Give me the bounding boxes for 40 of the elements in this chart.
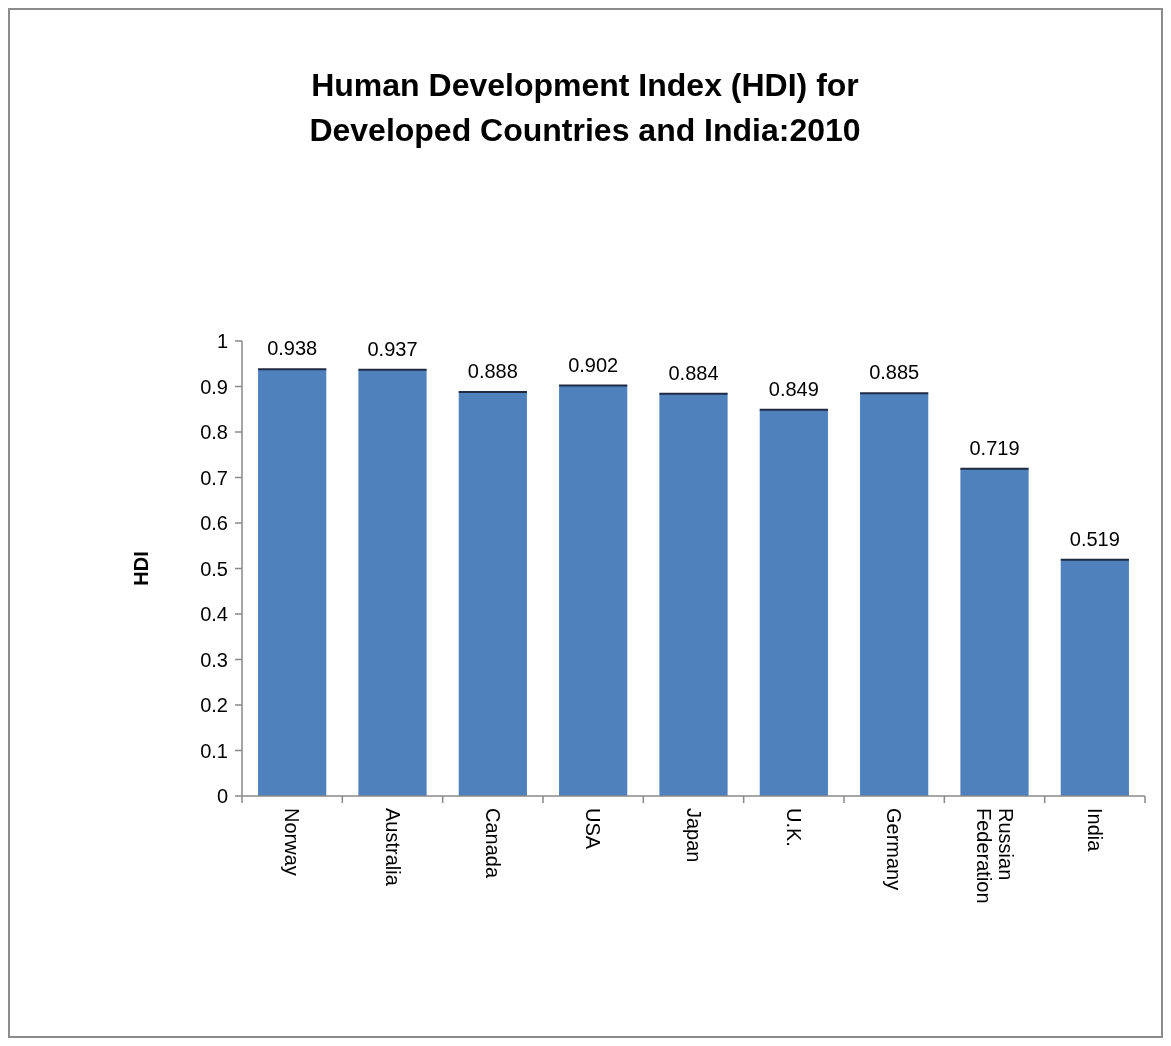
bar [860,393,929,796]
data-label: 0.902 [568,353,619,376]
data-label: 0.849 [768,377,819,400]
y-tick-label: 0.5 [200,557,228,580]
y-tick-label: 0.4 [200,603,228,625]
bar [659,393,728,796]
data-label: 0.885 [869,361,920,384]
y-tick-label: 0.9 [200,375,228,398]
x-tick-label: India [1083,808,1106,853]
data-label: 0.938 [267,337,318,360]
bar [960,468,1029,796]
x-tick-label: Japan [682,808,705,863]
y-tick-label: 0 [216,785,228,807]
bar [358,369,427,796]
bar [458,391,527,796]
bar [1060,559,1129,796]
x-tick-label: Australia [381,808,404,887]
y-tick-label: 0.2 [200,694,228,716]
bar [559,385,628,796]
y-tick-label: 1 [216,330,228,352]
y-tick-label: 0.1 [200,739,228,762]
data-label: 0.888 [467,359,518,382]
x-tick-label: Norway [281,808,304,876]
y-tick-label: 0.8 [200,421,228,443]
data-label: 0.884 [668,361,719,384]
x-tick-label: Germany [883,808,906,891]
data-label: 0.937 [367,337,418,360]
data-label: 0.519 [1069,527,1120,550]
x-tick-label: Canada [481,808,504,879]
y-tick-label: 0.6 [200,512,228,534]
bar [759,409,828,796]
y-tick-label: 0.3 [200,648,228,671]
chart-title: Human Development Index (HDI) for Developed Countries and India:2010 [309,67,861,148]
data-label: 0.719 [969,436,1020,459]
x-tick-label: USA [582,808,605,850]
x-tick-label: Russian Federation [972,808,1017,904]
y-axis-title: HDI [130,551,152,586]
x-tick-label: U.K. [782,808,805,847]
bar [258,369,327,796]
y-tick-label: 0.7 [200,466,228,489]
